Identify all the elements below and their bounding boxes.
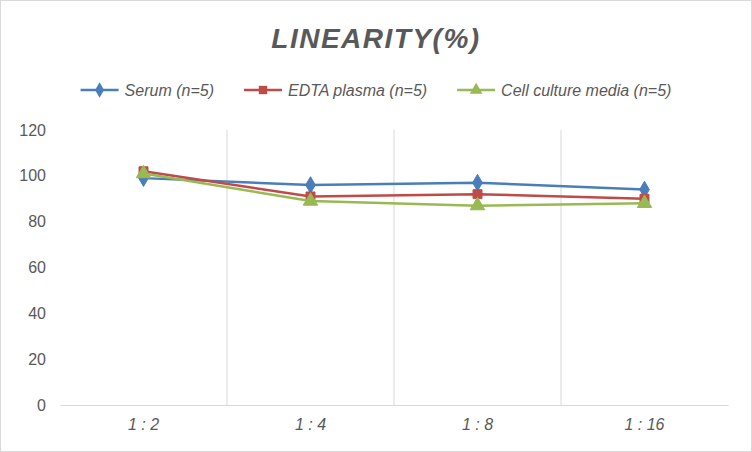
y-tick: 60 [28, 259, 60, 276]
y-tick-label: 80 [28, 213, 46, 230]
legend-marker [470, 83, 483, 94]
plot-area: 0 20 40 60 80 100 120 1 : 2 1 : 4 1 : 8 1 : 16 [19, 122, 728, 434]
y-tick: 0 [37, 397, 60, 414]
legend-item: EDTA plasma (n=5) [244, 82, 427, 99]
x-tick-label: 1 : 2 [128, 416, 159, 433]
series-marker [473, 174, 483, 191]
x-tick: 1 : 2 [128, 405, 159, 433]
legend-marker [95, 82, 104, 98]
legend-label: Serum (n=5) [125, 82, 214, 99]
x-tick: 1 : 4 [295, 405, 326, 433]
legend-item: Cell culture media (n=5) [457, 82, 671, 99]
y-tick: 100 [19, 167, 60, 184]
legend: Serum (n=5) EDTA plasma (n=5) Cell culture… [81, 82, 672, 99]
y-tick: 120 [19, 122, 60, 139]
x-tick: 1 : 8 [462, 405, 493, 433]
legend-label: EDTA plasma (n=5) [288, 82, 427, 99]
y-axis: 0 20 40 60 80 100 120 [19, 122, 60, 414]
x-tick-label: 1 : 8 [462, 416, 493, 433]
y-tick-label: 60 [28, 259, 46, 276]
series-group [136, 165, 651, 210]
category-gridline [227, 130, 228, 405]
legend-marker [259, 86, 267, 94]
legend-item: Serum (n=5) [81, 82, 214, 99]
y-tick-label: 120 [19, 122, 46, 139]
chart: 0 20 40 60 80 100 120 1 : 2 1 : 4 1 : 8 1 : 16 LINE… [0, 0, 752, 452]
y-tick: 40 [28, 305, 60, 322]
series-line [144, 174, 645, 206]
x-tick-label: 1 : 4 [295, 416, 326, 433]
y-tick-label: 40 [28, 305, 46, 322]
y-axis-line [60, 131, 61, 406]
series-marker [470, 197, 484, 209]
y-tick-label: 100 [19, 167, 46, 184]
y-tick-label: 0 [37, 397, 46, 414]
category-gridline [394, 130, 395, 405]
x-axis: 1 : 2 1 : 4 1 : 8 1 : 16 [61, 405, 729, 433]
series-marker [136, 165, 150, 177]
y-tick: 80 [28, 213, 60, 230]
series-marker [306, 177, 316, 194]
series-marker [303, 193, 317, 205]
chart-border [1, 1, 752, 452]
category-gridline [561, 130, 562, 405]
legend-label: Cell culture media (n=5) [501, 82, 671, 99]
y-tick-label: 20 [28, 351, 46, 368]
chart-title: LINEARITY(%) [271, 23, 480, 54]
y-tick: 20 [28, 351, 60, 368]
series-marker [637, 195, 651, 207]
x-tick-label: 1 : 16 [624, 416, 664, 433]
x-tick: 1 : 16 [624, 405, 664, 433]
x-axis-line [61, 405, 729, 406]
